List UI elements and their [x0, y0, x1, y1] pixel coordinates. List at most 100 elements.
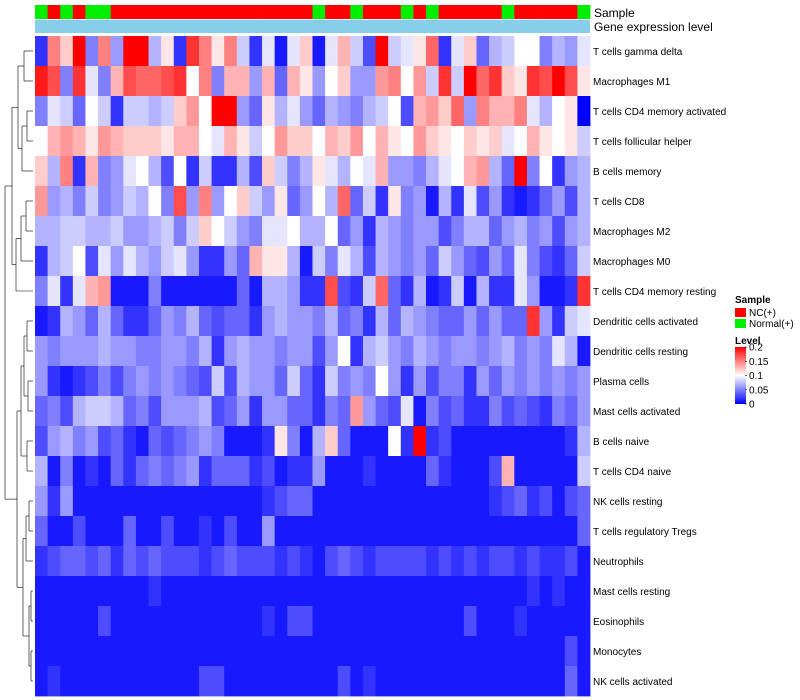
row-label-macrophages-m2: Macrophages M2: [593, 227, 671, 238]
cell-macrophages-m1-31: [413, 66, 427, 97]
cell-macrophages-m2-36: [476, 216, 490, 247]
cell-nk-cells-resting-22: [299, 486, 313, 517]
cell-t-cells-cd4-memory-resting-1: [35, 276, 49, 307]
cell-t-cells-cd4-naive-19: [262, 456, 276, 487]
cell-t-cells-cd4-memory-activated-42: [552, 96, 566, 127]
cell-macrophages-m0-19: [262, 246, 276, 277]
cell-dendritic-cells-activated-43: [564, 306, 578, 337]
cell-macrophages-m2-5: [85, 216, 99, 247]
cell-b-cells-memory-36: [476, 156, 490, 187]
cell-mast-cells-activated-27: [362, 396, 376, 427]
cell-t-cells-cd4-memory-resting-7: [110, 276, 124, 307]
cell-macrophages-m2-17: [236, 216, 250, 247]
cell-macrophages-m0-11: [161, 246, 175, 277]
cell-nk-cells-activated-25: [337, 666, 351, 697]
cell-macrophages-m2-3: [60, 216, 74, 247]
cell-t-cells-gamma-delta-41: [539, 36, 553, 67]
cell-t-cells-follicular-helper-38: [501, 126, 515, 157]
cell-mast-cells-activated-6: [98, 396, 112, 427]
cell-neutrophils-18: [249, 546, 263, 577]
cell-b-cells-memory-23: [312, 156, 326, 187]
cell-b-cells-memory-18: [249, 156, 263, 187]
cell-monocytes-10: [148, 636, 162, 667]
row-label-dendritic-cells-resting: Dendritic cells resting: [593, 347, 688, 358]
sample-cell-30: [400, 5, 414, 19]
cell-t-cells-gamma-delta-28: [375, 36, 389, 67]
row-label-t-cells-regulatory-tregs: T cells regulatory Tregs: [593, 527, 697, 538]
cell-eosinophils-38: [501, 606, 515, 637]
cell-eosinophils-16: [224, 606, 238, 637]
cell-mast-cells-resting-22: [299, 576, 313, 607]
cell-t-cells-gamma-delta-26: [350, 36, 364, 67]
cell-plasma-cells-16: [224, 366, 238, 397]
cell-eosinophils-10: [148, 606, 162, 637]
cell-nk-cells-activated-11: [161, 666, 175, 697]
cell-mast-cells-activated-32: [426, 396, 440, 427]
cell-dendritic-cells-activated-34: [451, 306, 465, 337]
cell-macrophages-m1-10: [148, 66, 162, 97]
cell-t-cells-cd4-memory-activated-2: [47, 96, 61, 127]
sample-cell-28: [375, 5, 389, 19]
cell-dendritic-cells-resting-25: [337, 336, 351, 367]
cell-macrophages-m0-37: [489, 246, 503, 277]
cell-t-cells-cd4-memory-activated-12: [173, 96, 187, 127]
cell-mast-cells-activated-1: [35, 396, 49, 427]
cell-neutrophils-38: [501, 546, 515, 577]
cell-t-cells-regulatory-tregs-3: [60, 516, 74, 547]
cell-nk-cells-activated-2: [47, 666, 61, 697]
cell-dendritic-cells-activated-20: [274, 306, 288, 337]
cell-plasma-cells-4: [72, 366, 86, 397]
cell-macrophages-m2-24: [325, 216, 339, 247]
cell-b-cells-naive-12: [173, 426, 187, 457]
cell-plasma-cells-19: [262, 366, 276, 397]
cell-b-cells-memory-13: [186, 156, 200, 187]
cell-macrophages-m1-37: [489, 66, 503, 97]
cell-b-cells-naive-32: [426, 426, 440, 457]
cell-t-cells-follicular-helper-14: [198, 126, 212, 157]
cell-macrophages-m0-39: [514, 246, 528, 277]
cell-dendritic-cells-resting-13: [186, 336, 200, 367]
cell-dendritic-cells-resting-36: [476, 336, 490, 367]
cell-t-cells-cd8-20: [274, 186, 288, 217]
cell-dendritic-cells-resting-18: [249, 336, 263, 367]
cell-t-cells-cd4-memory-activated-20: [274, 96, 288, 127]
cell-t-cells-cd8-42: [552, 186, 566, 217]
row-label-mast-cells-activated: Mast cells activated: [593, 407, 680, 418]
cell-nk-cells-resting-12: [173, 486, 187, 517]
cell-dendritic-cells-resting-19: [262, 336, 276, 367]
cell-t-cells-cd4-naive-38: [501, 456, 515, 487]
cell-mast-cells-resting-28: [375, 576, 389, 607]
cell-macrophages-m0-29: [388, 246, 402, 277]
cell-macrophages-m1-27: [362, 66, 376, 97]
cell-t-cells-follicular-helper-27: [362, 126, 376, 157]
cell-macrophages-m0-24: [325, 246, 339, 277]
cell-dendritic-cells-resting-17: [236, 336, 250, 367]
cell-t-cells-follicular-helper-17: [236, 126, 250, 157]
cell-t-cells-cd4-memory-resting-29: [388, 276, 402, 307]
cell-macrophages-m2-35: [463, 216, 477, 247]
cell-t-cells-cd4-naive-18: [249, 456, 263, 487]
cell-t-cells-gamma-delta-36: [476, 36, 490, 67]
cell-macrophages-m2-22: [299, 216, 313, 247]
cell-macrophages-m2-37: [489, 216, 503, 247]
cell-b-cells-memory-37: [489, 156, 503, 187]
sample-cell-31: [413, 5, 427, 19]
cell-nk-cells-resting-7: [110, 486, 124, 517]
cell-mast-cells-activated-11: [161, 396, 175, 427]
cell-macrophages-m2-26: [350, 216, 364, 247]
cell-t-cells-gamma-delta-35: [463, 36, 477, 67]
cell-macrophages-m2-29: [388, 216, 402, 247]
cell-t-cells-cd4-memory-resting-35: [463, 276, 477, 307]
cell-macrophages-m2-38: [501, 216, 515, 247]
level-legend-title: Level: [735, 336, 761, 347]
cell-b-cells-memory-39: [514, 156, 528, 187]
cell-dendritic-cells-activated-13: [186, 306, 200, 337]
cell-dendritic-cells-resting-11: [161, 336, 175, 367]
cell-t-cells-gamma-delta-11: [161, 36, 175, 67]
cell-macrophages-m0-27: [362, 246, 376, 277]
cell-t-cells-follicular-helper-33: [438, 126, 452, 157]
cell-mast-cells-resting-33: [438, 576, 452, 607]
cell-t-cells-cd4-memory-resting-19: [262, 276, 276, 307]
cell-macrophages-m2-20: [274, 216, 288, 247]
cell-dendritic-cells-activated-18: [249, 306, 263, 337]
